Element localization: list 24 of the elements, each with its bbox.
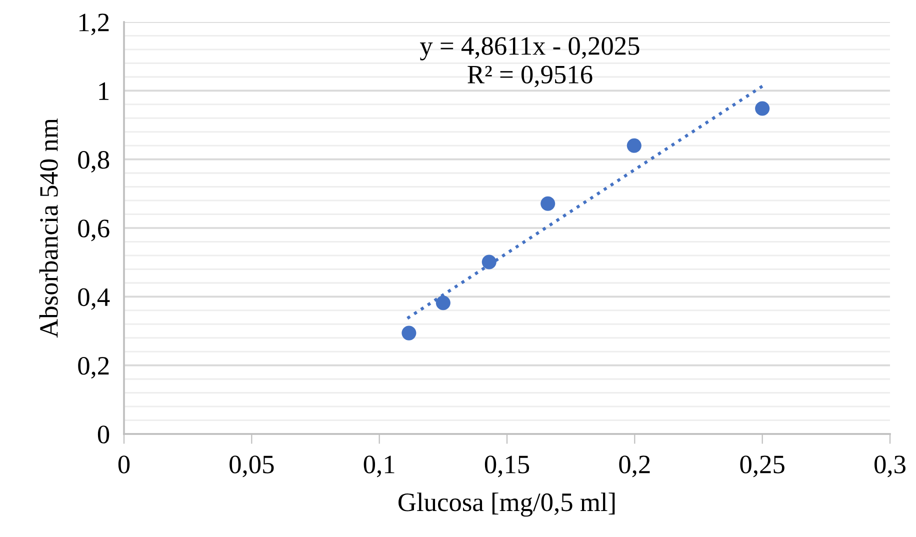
y-axis-title: Absorbancia 540 nm bbox=[39, 118, 58, 338]
point bbox=[482, 254, 496, 270]
y-tick-label: 1,2 bbox=[79, 14, 109, 36]
annotation: y = 4,8611x - 0,2025 bbox=[420, 37, 640, 60]
point bbox=[755, 101, 770, 116]
x-tick-label: 0,25 bbox=[740, 456, 784, 478]
point bbox=[626, 138, 642, 153]
point bbox=[540, 196, 556, 211]
x-tick-label: 0,05 bbox=[230, 456, 274, 478]
annotation: R² = 0,9516 bbox=[468, 66, 592, 88]
y-tick-label: 1 bbox=[99, 82, 109, 100]
x-tick-label: 0,2 bbox=[619, 456, 650, 478]
y-tick-label: 0,4 bbox=[78, 288, 110, 310]
y-tick-label: 0,2 bbox=[78, 356, 109, 379]
y-tick-label: 0,6 bbox=[78, 220, 110, 242]
point bbox=[402, 326, 416, 340]
x-tick-label: 0,15 bbox=[484, 456, 530, 478]
point bbox=[436, 296, 450, 310]
y-tick-label: 0 bbox=[98, 426, 110, 444]
x-tick-label: 0 bbox=[118, 456, 130, 474]
x-tick-label: 0,1 bbox=[364, 456, 394, 478]
x-tick-label: 0,3 bbox=[874, 456, 906, 478]
y-tick-label: 0,8 bbox=[78, 150, 110, 173]
x-axis-title: Glucosa [mg/0,5 ml] bbox=[398, 492, 615, 517]
